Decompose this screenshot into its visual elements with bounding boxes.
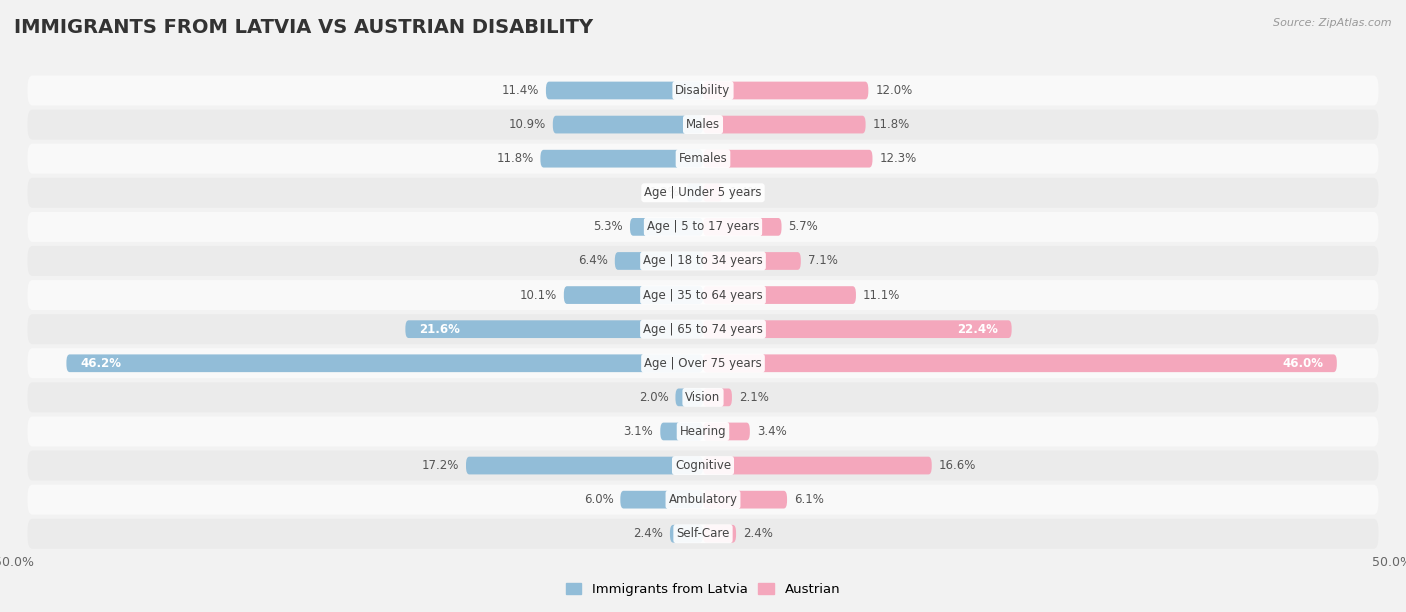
FancyBboxPatch shape (28, 416, 1378, 447)
Text: 1.2%: 1.2% (650, 186, 679, 200)
Text: 46.2%: 46.2% (80, 357, 121, 370)
Text: Self-Care: Self-Care (676, 528, 730, 540)
Text: 3.4%: 3.4% (756, 425, 786, 438)
Text: Source: ZipAtlas.com: Source: ZipAtlas.com (1274, 18, 1392, 28)
FancyBboxPatch shape (28, 314, 1378, 344)
FancyBboxPatch shape (28, 144, 1378, 174)
FancyBboxPatch shape (28, 382, 1378, 412)
Text: 21.6%: 21.6% (419, 323, 460, 335)
Text: 12.3%: 12.3% (879, 152, 917, 165)
FancyBboxPatch shape (620, 491, 703, 509)
FancyBboxPatch shape (564, 286, 703, 304)
Text: Age | Under 5 years: Age | Under 5 years (644, 186, 762, 200)
FancyBboxPatch shape (703, 218, 782, 236)
Text: Vision: Vision (685, 391, 721, 404)
FancyBboxPatch shape (28, 519, 1378, 549)
Text: Age | 18 to 34 years: Age | 18 to 34 years (643, 255, 763, 267)
Text: Males: Males (686, 118, 720, 131)
FancyBboxPatch shape (28, 280, 1378, 310)
FancyBboxPatch shape (465, 457, 703, 474)
Text: 5.7%: 5.7% (789, 220, 818, 233)
FancyBboxPatch shape (703, 184, 723, 201)
FancyBboxPatch shape (703, 354, 1337, 372)
FancyBboxPatch shape (28, 110, 1378, 140)
FancyBboxPatch shape (614, 252, 703, 270)
Text: 7.1%: 7.1% (807, 255, 838, 267)
Text: Age | 5 to 17 years: Age | 5 to 17 years (647, 220, 759, 233)
Text: Hearing: Hearing (679, 425, 727, 438)
FancyBboxPatch shape (675, 389, 703, 406)
Text: 11.8%: 11.8% (496, 152, 533, 165)
FancyBboxPatch shape (546, 81, 703, 99)
Text: 2.4%: 2.4% (633, 528, 664, 540)
Text: 22.4%: 22.4% (957, 323, 998, 335)
FancyBboxPatch shape (669, 525, 703, 543)
Text: 3.1%: 3.1% (624, 425, 654, 438)
Text: 17.2%: 17.2% (422, 459, 460, 472)
FancyBboxPatch shape (540, 150, 703, 168)
FancyBboxPatch shape (703, 389, 733, 406)
FancyBboxPatch shape (703, 525, 737, 543)
FancyBboxPatch shape (28, 246, 1378, 276)
Text: 11.4%: 11.4% (502, 84, 538, 97)
Legend: Immigrants from Latvia, Austrian: Immigrants from Latvia, Austrian (561, 578, 845, 602)
Text: Age | 35 to 64 years: Age | 35 to 64 years (643, 289, 763, 302)
FancyBboxPatch shape (66, 354, 703, 372)
Text: 11.8%: 11.8% (873, 118, 910, 131)
FancyBboxPatch shape (686, 184, 703, 201)
FancyBboxPatch shape (28, 212, 1378, 242)
Text: 2.0%: 2.0% (638, 391, 669, 404)
FancyBboxPatch shape (661, 423, 703, 440)
Text: Age | Over 75 years: Age | Over 75 years (644, 357, 762, 370)
FancyBboxPatch shape (28, 485, 1378, 515)
Text: Ambulatory: Ambulatory (668, 493, 738, 506)
FancyBboxPatch shape (28, 75, 1378, 105)
Text: Females: Females (679, 152, 727, 165)
Text: 11.1%: 11.1% (863, 289, 900, 302)
Text: 6.1%: 6.1% (794, 493, 824, 506)
FancyBboxPatch shape (28, 450, 1378, 480)
Text: 2.1%: 2.1% (738, 391, 769, 404)
Text: 2.4%: 2.4% (742, 528, 773, 540)
FancyBboxPatch shape (703, 81, 869, 99)
Text: Age | 65 to 74 years: Age | 65 to 74 years (643, 323, 763, 335)
FancyBboxPatch shape (703, 286, 856, 304)
Text: 10.9%: 10.9% (509, 118, 546, 131)
Text: 5.3%: 5.3% (593, 220, 623, 233)
FancyBboxPatch shape (703, 491, 787, 509)
FancyBboxPatch shape (703, 423, 749, 440)
Text: 6.4%: 6.4% (578, 255, 607, 267)
Text: 46.0%: 46.0% (1282, 357, 1323, 370)
FancyBboxPatch shape (28, 177, 1378, 208)
Text: Cognitive: Cognitive (675, 459, 731, 472)
FancyBboxPatch shape (703, 116, 866, 133)
Text: 16.6%: 16.6% (939, 459, 976, 472)
Text: 12.0%: 12.0% (875, 84, 912, 97)
Text: 10.1%: 10.1% (520, 289, 557, 302)
FancyBboxPatch shape (703, 150, 873, 168)
FancyBboxPatch shape (703, 457, 932, 474)
FancyBboxPatch shape (28, 348, 1378, 378)
FancyBboxPatch shape (703, 320, 1012, 338)
FancyBboxPatch shape (405, 320, 703, 338)
FancyBboxPatch shape (703, 252, 801, 270)
Text: IMMIGRANTS FROM LATVIA VS AUSTRIAN DISABILITY: IMMIGRANTS FROM LATVIA VS AUSTRIAN DISAB… (14, 18, 593, 37)
Text: Disability: Disability (675, 84, 731, 97)
FancyBboxPatch shape (553, 116, 703, 133)
Text: 6.0%: 6.0% (583, 493, 613, 506)
Text: 1.4%: 1.4% (730, 186, 759, 200)
FancyBboxPatch shape (630, 218, 703, 236)
